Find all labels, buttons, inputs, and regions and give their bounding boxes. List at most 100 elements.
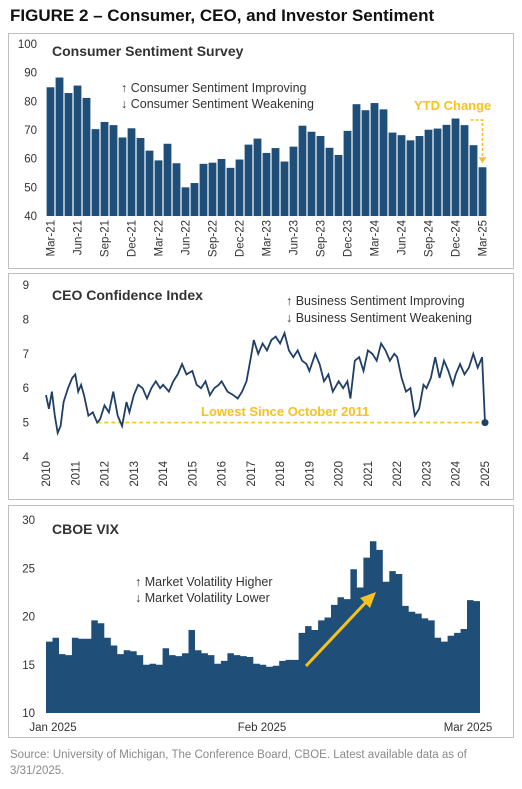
consumer-bar — [262, 152, 271, 216]
vix-panel-frame — [8, 505, 514, 738]
vix-x-tick-label: Mar 2025 — [444, 722, 493, 734]
ceo-confidence-title: CEO Confidence Index — [52, 287, 203, 303]
consumer-bar — [172, 163, 181, 216]
consumer-bar — [334, 154, 343, 216]
consumer-bar — [208, 162, 217, 216]
consumer-y-tick-label: 60 — [24, 154, 37, 166]
consumer-x-tick-label: Sep-22 — [208, 220, 220, 257]
ceo-x-tick-label: 2020 — [334, 461, 346, 487]
consumer-bar — [118, 137, 127, 216]
consumer-bar — [307, 131, 316, 216]
ceo-x-tick-label: 2019 — [304, 461, 316, 487]
figure-title: FIGURE 2 – Consumer, CEO, and Investor S… — [10, 6, 435, 25]
volatility-arrowhead — [360, 592, 376, 608]
volatility-lower-note: ↓ Market Volatility Lower — [135, 591, 270, 605]
consumer-improving-note: ↑ Consumer Sentiment Improving — [121, 81, 307, 95]
volatility-trend-arrow — [304, 598, 370, 668]
vix-x-tick-label: Jan 2025 — [29, 722, 76, 734]
consumer-y-tick-label: 40 — [24, 211, 37, 223]
consumer-bar — [316, 136, 325, 216]
ceo-x-tick-label: 2016 — [217, 461, 229, 487]
consumer-y-tick-label: 80 — [24, 96, 37, 108]
consumer-bar — [280, 161, 289, 216]
consumer-bar — [298, 125, 307, 216]
business-improving-note: ↑ Business Sentiment Improving — [286, 294, 465, 308]
consumer-x-tick-label: Sep-23 — [316, 220, 328, 257]
ytd-change-label: YTD Change — [414, 98, 491, 113]
consumer-bar — [199, 163, 208, 216]
consumer-bar — [451, 118, 460, 216]
ceo-x-tick-label: 2012 — [100, 461, 112, 487]
consumer-bar — [55, 77, 64, 216]
consumer-bar — [379, 109, 388, 216]
consumer-bar — [406, 140, 415, 216]
consumer-x-tick-label: Dec-24 — [451, 219, 463, 257]
ceo-x-tick-label: 2017 — [246, 461, 258, 487]
consumer-bar — [433, 128, 442, 216]
consumer-bar — [289, 146, 298, 216]
consumer-bar — [163, 143, 172, 216]
ceo-x-tick-label: 2023 — [421, 461, 433, 487]
lowest-since-label: Lowest Since October 2011 — [201, 404, 369, 419]
vix-y-tick-label: 25 — [22, 563, 35, 575]
consumer-bar — [109, 125, 118, 216]
consumer-bar — [352, 104, 361, 216]
ceo-y-tick-label: 6 — [23, 383, 29, 395]
consumer-bar — [325, 147, 334, 216]
ceo-x-tick-label: 2013 — [129, 461, 141, 487]
consumer-y-tick-label: 100 — [18, 39, 37, 51]
consumer-bar — [181, 187, 190, 216]
consumer-x-tick-label: Dec-23 — [343, 220, 355, 257]
consumer-x-tick-label: Mar-23 — [262, 220, 274, 256]
consumer-y-tick-label: 50 — [24, 182, 37, 194]
consumer-x-tick-label: Dec-22 — [235, 220, 247, 257]
vix-y-tick-label: 30 — [22, 515, 35, 527]
consumer-bar — [271, 148, 280, 216]
consumer-bar — [217, 158, 226, 216]
consumer-bar — [145, 150, 154, 216]
consumer-bar — [415, 136, 424, 216]
consumer-x-tick-label: Mar-22 — [154, 220, 166, 256]
consumer-bar — [235, 159, 244, 216]
consumer-bar — [469, 145, 478, 216]
ceo-confidence-line — [45, 330, 486, 437]
consumer-bar — [46, 87, 55, 216]
consumer-bar — [460, 125, 469, 216]
volatility-higher-note: ↑ Market Volatility Higher — [135, 575, 273, 589]
ceo-y-tick-label: 5 — [23, 418, 29, 430]
consumer-bar — [424, 129, 433, 216]
consumer-x-tick-label: Mar-21 — [46, 220, 58, 256]
ceo-y-tick-label: 4 — [23, 452, 30, 464]
consumer-y-tick-label: 70 — [24, 125, 37, 137]
consumer-bar — [343, 130, 352, 216]
consumer-bar — [64, 93, 73, 216]
consumer-bar — [361, 110, 370, 216]
ceo-x-tick-label: 2010 — [41, 461, 53, 487]
consumer-x-tick-label: Sep-24 — [424, 219, 436, 257]
consumer-sentiment-title: Consumer Sentiment Survey — [52, 43, 244, 59]
ceo-y-tick-label: 9 — [23, 280, 29, 292]
consumer-bar — [226, 167, 235, 216]
vix-y-tick-label: 15 — [22, 660, 35, 672]
ceo-x-tick-label: 2024 — [451, 460, 463, 486]
consumer-x-tick-label: Jun-24 — [397, 219, 409, 255]
consumer-bar — [127, 128, 136, 216]
ceo-y-tick-label: 8 — [23, 314, 29, 326]
figure-charts: 100 90 80 70 60 50 40 Mar-21 Jun-21 Sep-21 Dec-21… — [8, 33, 514, 738]
consumer-bar — [253, 138, 262, 216]
consumer-bar — [91, 129, 100, 216]
consumer-bar — [478, 167, 487, 216]
ytd-arrowhead — [478, 157, 487, 164]
consumer-x-tick-label: Mar-24 — [370, 219, 382, 256]
ceo-x-tick-label: 2025 — [480, 461, 492, 487]
consumer-bar — [442, 124, 451, 216]
consumer-bar — [100, 121, 109, 216]
consumer-weakening-note: ↓ Consumer Sentiment Weakening — [121, 97, 314, 111]
ytd-bracket-line — [470, 119, 484, 160]
consumer-x-tick-label: Sep-21 — [100, 220, 112, 257]
ceo-y-tick-label: 7 — [23, 349, 29, 361]
ceo-x-tick-label: 2018 — [275, 461, 287, 487]
ceo-latest-point — [481, 419, 489, 427]
consumer-bar — [370, 103, 379, 216]
consumer-x-tick-label: Jun-21 — [73, 220, 85, 255]
